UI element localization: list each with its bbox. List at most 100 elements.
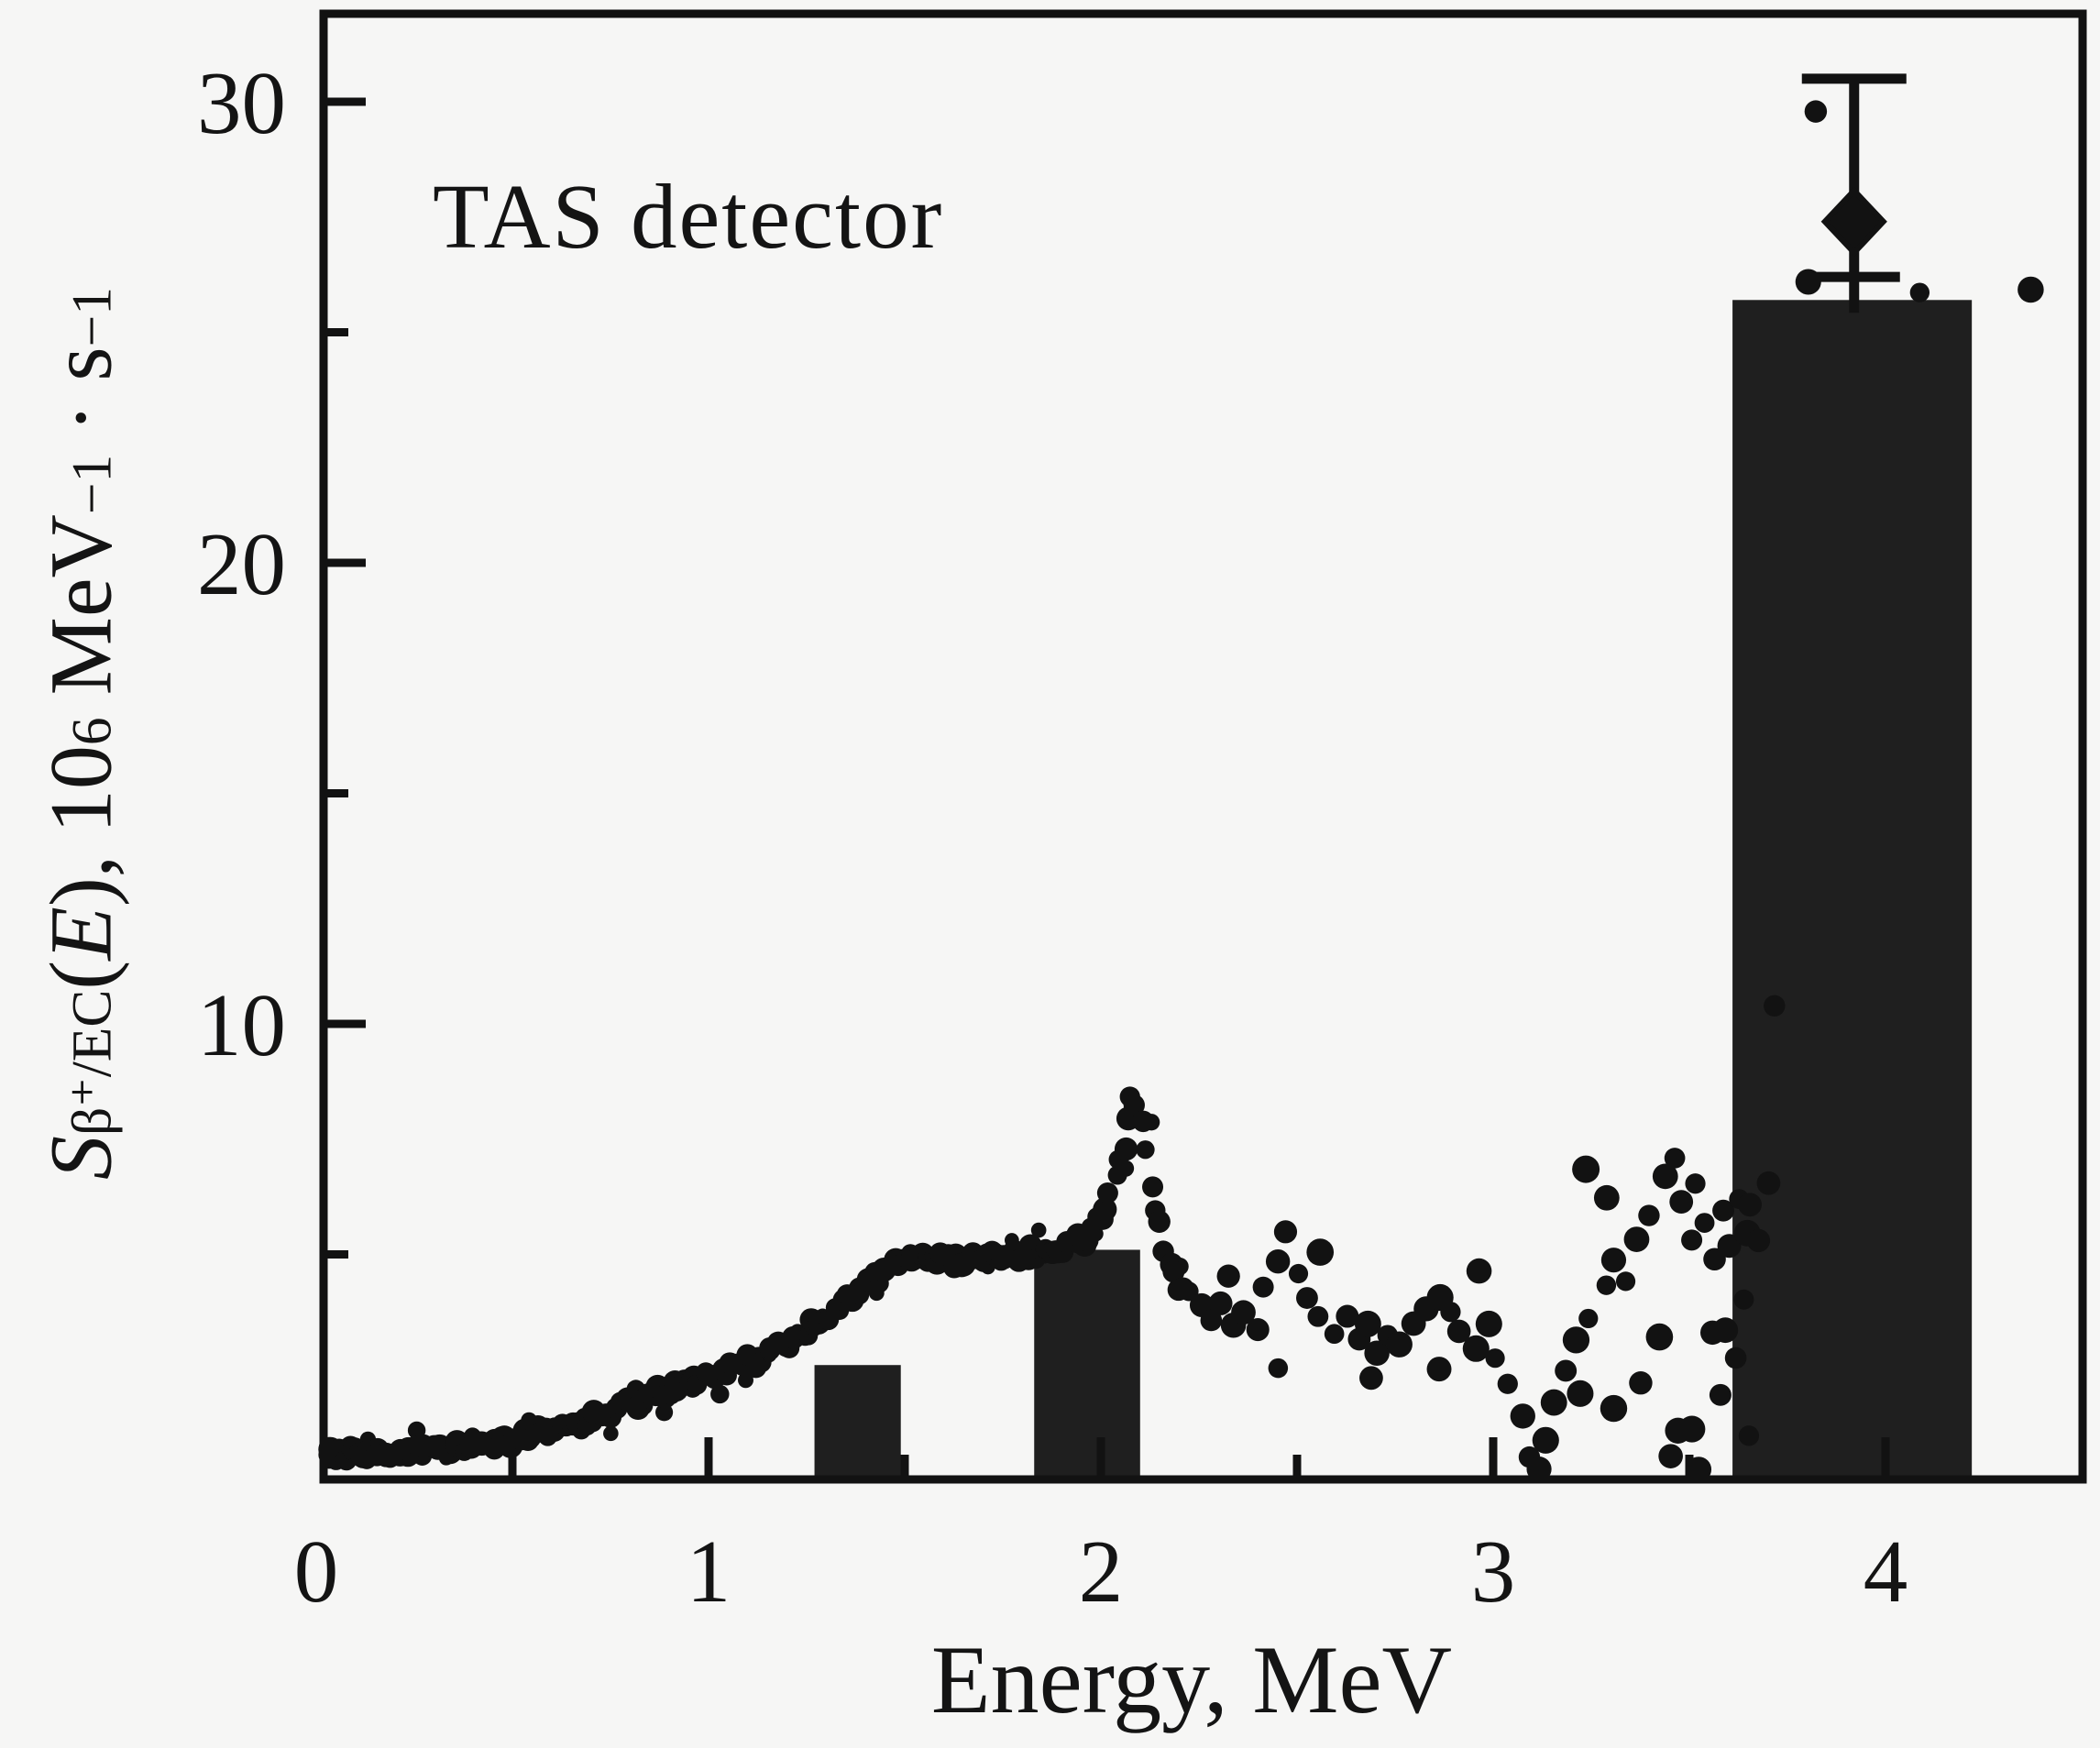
scatter-dot (1359, 1366, 1383, 1391)
scatter-dot (1717, 1234, 1742, 1259)
scatter-dot (1669, 1190, 1694, 1215)
curve-dot (1148, 1210, 1171, 1233)
scatter-dot (1738, 1425, 1760, 1446)
scatter-dot (1600, 1248, 1627, 1273)
scatter-dot (1600, 1394, 1628, 1423)
scatter-dot (1645, 1323, 1674, 1351)
scatter-dot (1593, 1184, 1620, 1211)
scatter-dot (1712, 1317, 1739, 1344)
scatter-dot (1909, 282, 1930, 302)
scatter-dot (1578, 1308, 1599, 1329)
histogram-bar (814, 1365, 901, 1483)
error-bar-group (1801, 73, 1907, 313)
x-tick-label: 0 (294, 1523, 339, 1621)
histogram-bar (1732, 300, 1973, 1483)
scatter-dot (1354, 1310, 1381, 1337)
scatter-dot (1738, 1193, 1762, 1217)
x-tick-label: 3 (1471, 1523, 1516, 1621)
scatter-dot (1440, 1302, 1461, 1323)
scatter-dot (1466, 1258, 1492, 1284)
curve-dot (1093, 1197, 1117, 1222)
curve-dot (1136, 1140, 1155, 1160)
scatter-dot (1658, 1444, 1683, 1468)
scatter-dot (1746, 1228, 1771, 1253)
scatter-dot (1252, 1276, 1274, 1298)
scatter-dot (1364, 1340, 1390, 1367)
plot-annotation: TAS detector (433, 165, 944, 268)
scatter-dot (2018, 276, 2044, 303)
scatter-dot (1497, 1373, 1518, 1394)
scatter-dot (1386, 1331, 1413, 1358)
scatter-dot (1567, 1380, 1594, 1407)
scatter-dot (1208, 1291, 1233, 1315)
curve-dot (1162, 1260, 1185, 1283)
scatter-dot (1694, 1213, 1715, 1233)
scatter-dot (1562, 1326, 1590, 1354)
scatter-dot (1724, 1347, 1747, 1369)
scatter-dot (1629, 1370, 1653, 1395)
scatter-dot (1678, 1415, 1706, 1443)
scatter-dot (1638, 1204, 1660, 1226)
scatter-dot (1685, 1173, 1706, 1194)
histogram-bar (1034, 1249, 1140, 1483)
curve-dot (1142, 1176, 1164, 1198)
scatter-dot (1216, 1264, 1240, 1288)
scatter-dot (1709, 1383, 1732, 1406)
scatter-dot (1200, 1309, 1223, 1332)
scatter-dot (1462, 1335, 1490, 1362)
curve-dot (655, 1403, 674, 1422)
scatter-dot (1572, 1155, 1600, 1183)
x-tick-label: 2 (1079, 1523, 1124, 1621)
plot-frame (319, 9, 2087, 1484)
tick-labels: 0 1 2 3 4 10 20 30 (197, 54, 1908, 1621)
scatter-dot (1288, 1263, 1309, 1284)
curve-dot (603, 1425, 619, 1442)
strength-curve-dots (318, 1086, 1199, 1471)
curve-dot (1096, 1182, 1118, 1204)
scatter-dot (1246, 1318, 1270, 1342)
curve-dot (710, 1384, 730, 1404)
scatter-dot (1532, 1426, 1559, 1454)
y-tick-label: 30 (197, 54, 286, 152)
y-axis-title: Sβ⁺/EC(E), 106 MeV−1 · s−1 (31, 287, 130, 1180)
scatter-dot (1596, 1275, 1617, 1295)
scatter-dot (1764, 995, 1786, 1017)
error-point-diamond-marker (1820, 186, 1887, 258)
scatter-dot (1265, 1248, 1291, 1274)
scatter-dot (1510, 1403, 1535, 1429)
x-tick-label: 4 (1864, 1523, 1908, 1621)
scatter-dot (1615, 1271, 1636, 1292)
scatter-dot (1426, 1357, 1452, 1382)
curve-dot (1123, 1094, 1145, 1116)
scatter-dot (1623, 1226, 1650, 1252)
scatter-dot (1664, 1148, 1686, 1169)
strength-scatter-dots (1189, 100, 2044, 1482)
y-tick-label: 20 (197, 515, 286, 613)
scatter-dot (1485, 1348, 1505, 1369)
scatter-dot (1540, 1389, 1567, 1416)
scatter-dot (1681, 1229, 1703, 1251)
x-tick-label: 1 (687, 1523, 731, 1621)
scatter-dot (1306, 1238, 1335, 1266)
scatter-dot (1804, 100, 1828, 123)
curve-dot (1030, 1222, 1047, 1238)
scatter-dot (1555, 1359, 1578, 1382)
y-title-symbol: S (31, 1135, 130, 1180)
scatter-dot (1268, 1358, 1289, 1379)
histogram-bars (814, 300, 1973, 1483)
scatter-dot (1324, 1324, 1345, 1345)
curve-dot (1143, 1114, 1160, 1131)
curve-dot (1114, 1137, 1138, 1161)
scatter-dot (1733, 1289, 1754, 1310)
scatter-dot (1526, 1457, 1552, 1482)
scatter-dot (1756, 1171, 1781, 1195)
scatter-dot (1446, 1319, 1471, 1344)
scatter-dot (1336, 1304, 1359, 1328)
scatter-dot (1307, 1305, 1329, 1327)
y-tick-label: 10 (197, 976, 286, 1074)
x-axis-title: Energy, MeV (930, 1626, 1453, 1733)
scatter-dot (1231, 1300, 1256, 1325)
scatter-dot (1273, 1220, 1298, 1244)
